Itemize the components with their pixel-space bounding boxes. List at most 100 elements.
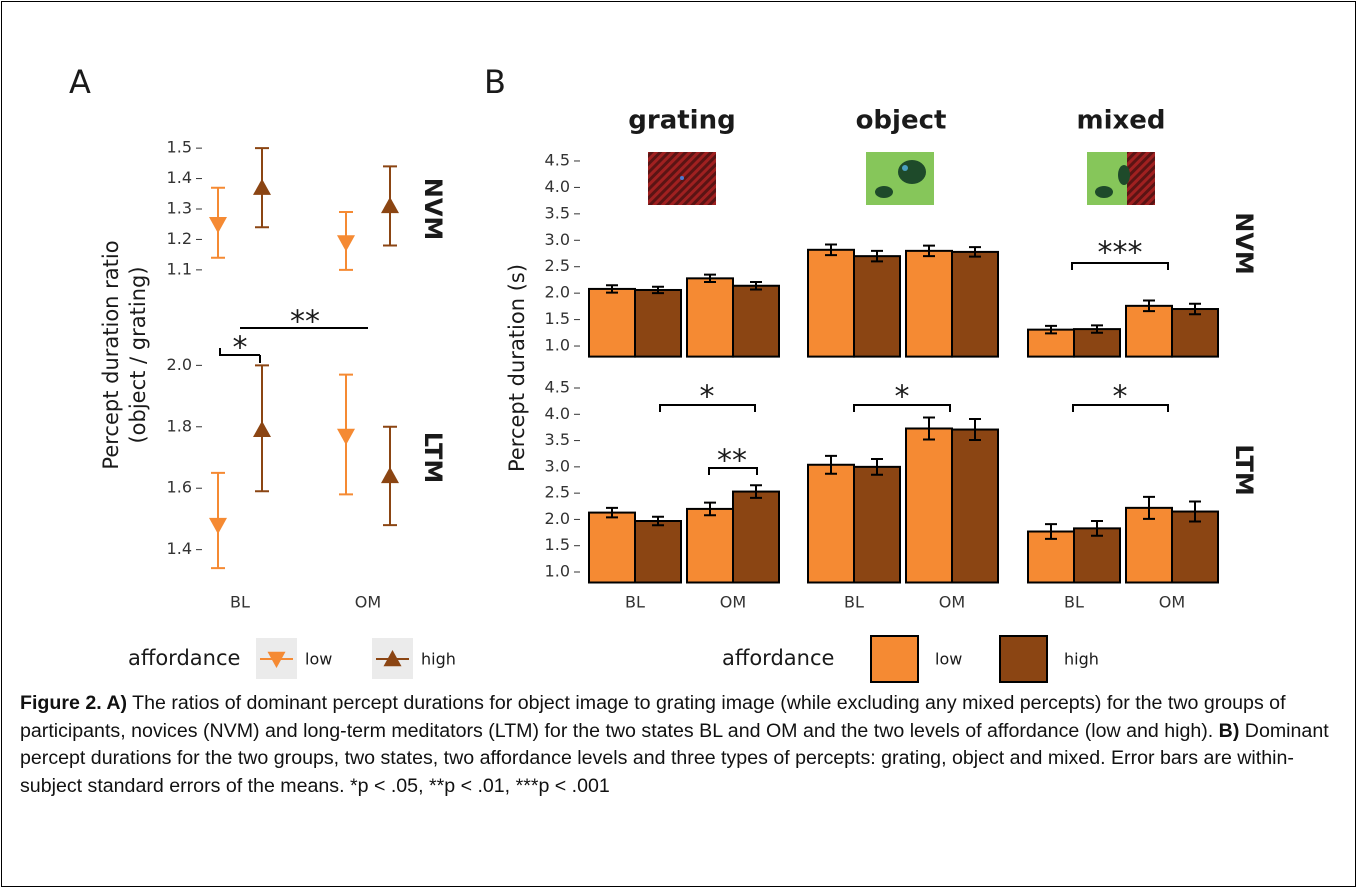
bar — [732, 284, 780, 358]
facet-strip: NVM — [1230, 212, 1258, 275]
bar — [905, 249, 953, 358]
bar — [807, 248, 855, 358]
y-tick-label: 3.5 — [545, 430, 570, 449]
y-tick-label: 1.5 — [167, 138, 192, 157]
error-bar — [871, 249, 883, 263]
bar — [686, 277, 734, 358]
x-tick-label: OM — [939, 593, 965, 612]
error-bar — [825, 243, 837, 257]
legend-marker — [383, 650, 402, 667]
error-bar — [750, 484, 762, 499]
error-bar — [969, 246, 981, 258]
column-title: object — [856, 106, 947, 136]
annotation-bracket — [1072, 404, 1169, 412]
bar — [732, 490, 780, 584]
y-tick-label: 1.8 — [167, 416, 192, 435]
error-bar — [606, 506, 618, 519]
thumbnail-grating — [648, 152, 716, 205]
legend-label: low — [305, 650, 332, 669]
point — [381, 466, 399, 484]
error-bar — [969, 418, 981, 442]
error-bar — [1189, 500, 1201, 523]
error-bar — [652, 515, 664, 527]
bar — [905, 427, 953, 584]
bar — [634, 520, 682, 584]
error-bar — [871, 457, 883, 476]
bar — [588, 511, 636, 584]
annotation-bracket — [853, 404, 951, 412]
y-tick-label: 2.0 — [545, 509, 570, 528]
point — [209, 217, 227, 234]
panel-letter: A — [69, 63, 91, 101]
panel-letter: B — [484, 63, 506, 101]
error-bar — [652, 285, 664, 295]
error-bar — [825, 454, 837, 475]
y-tick-label: 4.5 — [545, 378, 570, 397]
thumbnail-object — [866, 152, 934, 205]
y-tick-label: 2.5 — [545, 483, 570, 502]
error-bar — [1091, 520, 1103, 537]
error-bar — [1045, 523, 1057, 540]
caption-text: The ratios of dominant percept durations… — [20, 692, 1286, 742]
annotation: ** — [290, 305, 320, 340]
legend-label: high — [421, 650, 456, 669]
error-bar — [1091, 324, 1103, 334]
facet-strip: NVM — [419, 178, 447, 241]
point — [381, 196, 399, 214]
caption-label: B) — [1218, 719, 1240, 742]
x-tick-label: BL — [844, 593, 864, 612]
x-tick-label: OM — [355, 593, 381, 612]
point — [337, 428, 355, 445]
y-axis-label: (object / grating) — [126, 266, 150, 443]
error-bar — [750, 281, 762, 291]
thumbnail-mixed — [1087, 152, 1155, 205]
y-tick-label: 2.0 — [167, 355, 192, 374]
y-tick-label: 2.5 — [545, 256, 570, 275]
point — [253, 178, 271, 195]
caption-label: Figure 2. A) — [20, 692, 128, 714]
bar — [634, 288, 682, 358]
legend-label: high — [1064, 650, 1099, 669]
error-bar — [1143, 495, 1155, 520]
caption-text: Dominant percept durations for the two g… — [20, 719, 1329, 797]
annotation: *** — [1098, 236, 1143, 271]
bar — [853, 255, 901, 358]
facet-strip: LTM — [1230, 444, 1258, 496]
annotation-bracket — [219, 348, 261, 363]
y-tick-label: 1.5 — [545, 309, 570, 328]
y-tick-label: 4.0 — [545, 177, 570, 196]
annotation: * — [233, 331, 248, 366]
legend-title: affordance — [128, 646, 240, 670]
bar — [1125, 304, 1173, 358]
point — [209, 517, 227, 535]
bar — [951, 428, 999, 584]
legend-key — [999, 635, 1048, 683]
bar — [1171, 308, 1219, 358]
bar — [951, 250, 999, 358]
y-tick-label: 1.6 — [167, 478, 192, 497]
error-bar — [704, 273, 716, 284]
error-bar — [606, 284, 618, 294]
column-title: grating — [628, 106, 735, 136]
y-tick-label: 2.0 — [545, 283, 570, 302]
bar — [853, 465, 901, 584]
annotation: * — [895, 380, 910, 415]
point — [337, 235, 355, 252]
error-bar — [1045, 324, 1057, 335]
y-tick-label: 1.0 — [545, 336, 570, 355]
x-tick-label: BL — [1064, 593, 1084, 612]
y-tick-label: 1.1 — [167, 259, 192, 278]
annotation: ** — [717, 444, 747, 479]
bar — [807, 463, 855, 584]
point — [253, 420, 271, 438]
y-tick-label: 4.0 — [545, 404, 570, 423]
y-tick-label: 1.0 — [545, 561, 570, 580]
y-tick-label: 4.5 — [545, 150, 570, 169]
bar — [686, 507, 734, 584]
error-bar — [923, 244, 935, 258]
y-tick-label: 1.3 — [167, 199, 192, 218]
error-bar — [1143, 299, 1155, 313]
legend-key — [870, 635, 919, 683]
